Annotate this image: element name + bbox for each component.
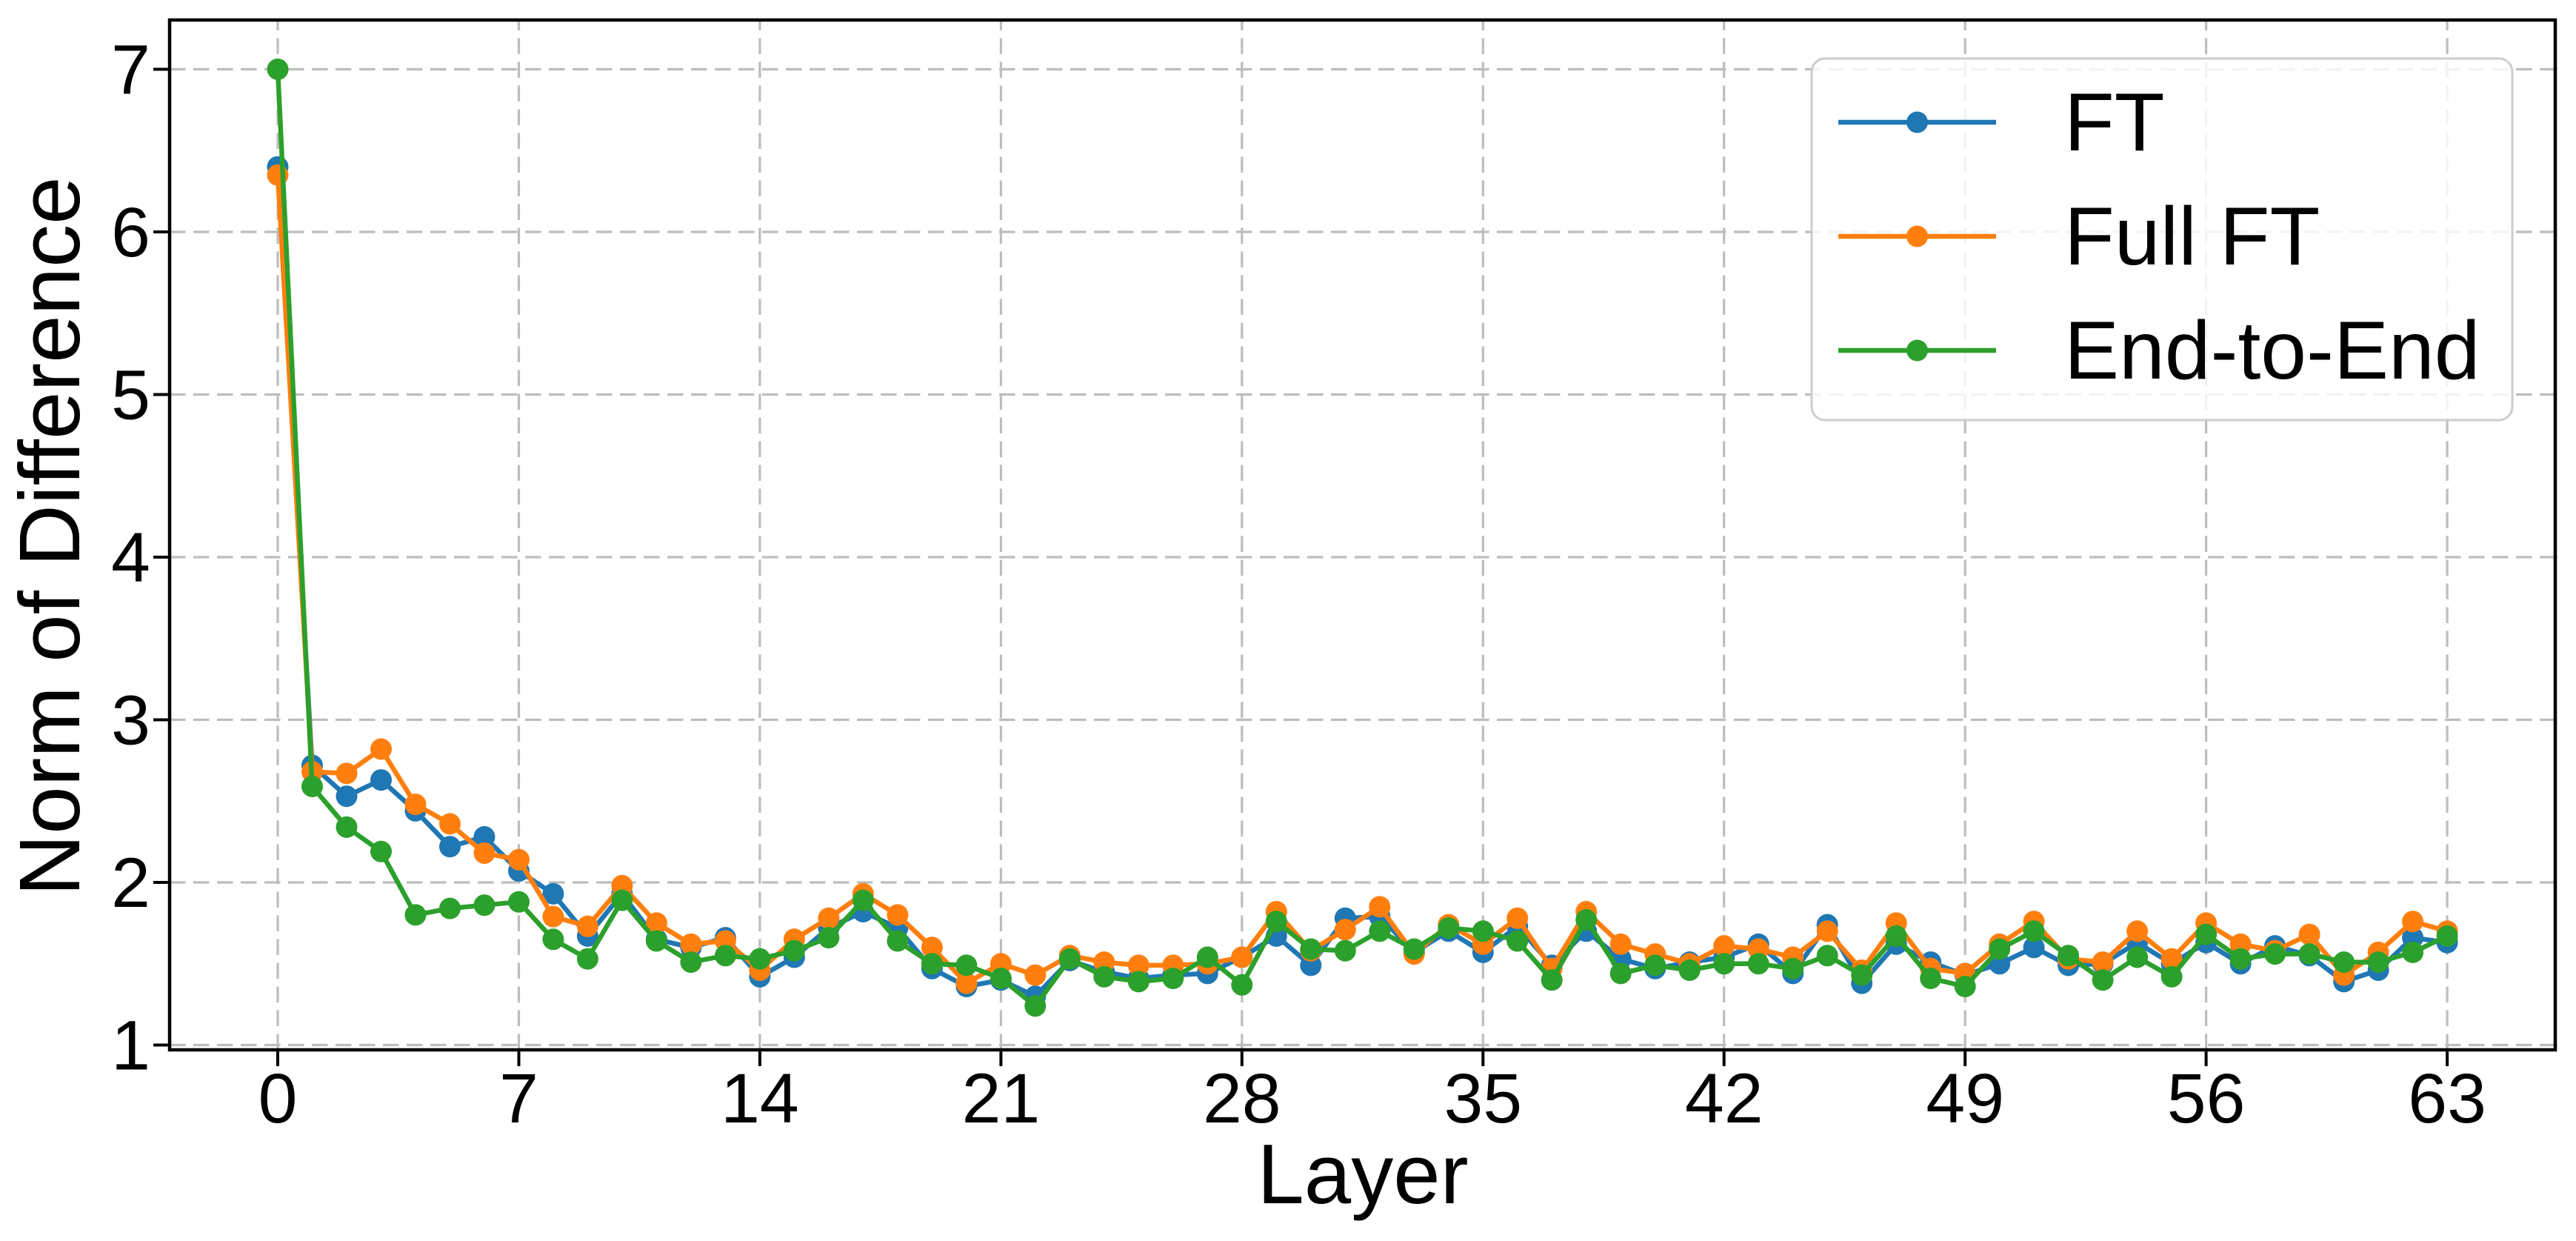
svg-text:3: 3: [111, 682, 150, 760]
svg-text:56: 56: [2167, 1059, 2246, 1138]
svg-text:49: 49: [1926, 1059, 2004, 1138]
svg-text:End-to-End: End-to-End: [2064, 305, 2480, 396]
svg-text:7: 7: [111, 31, 150, 110]
svg-text:6: 6: [111, 193, 150, 272]
svg-text:2: 2: [111, 844, 150, 922]
svg-text:35: 35: [1444, 1059, 1522, 1138]
svg-text:63: 63: [2408, 1059, 2486, 1138]
svg-text:28: 28: [1203, 1059, 1281, 1138]
svg-text:1: 1: [111, 1007, 150, 1085]
svg-text:7: 7: [499, 1059, 538, 1138]
svg-text:0: 0: [258, 1059, 298, 1138]
svg-text:Layer: Layer: [1257, 1128, 1468, 1222]
svg-text:14: 14: [721, 1059, 799, 1138]
svg-text:5: 5: [111, 356, 150, 435]
svg-text:Norm of Difference: Norm of Difference: [1, 176, 98, 896]
svg-text:21: 21: [962, 1059, 1041, 1138]
svg-text:FT: FT: [2064, 76, 2165, 168]
svg-text:Full FT: Full FT: [2064, 190, 2320, 282]
svg-text:4: 4: [111, 519, 150, 597]
svg-text:42: 42: [1685, 1059, 1764, 1138]
